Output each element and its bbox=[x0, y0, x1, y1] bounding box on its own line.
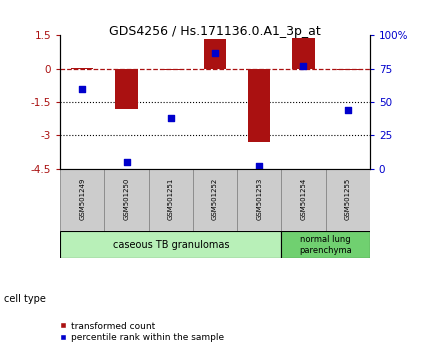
Bar bbox=[326, 169, 370, 231]
Point bbox=[256, 163, 263, 169]
Text: normal lung
parenchyma: normal lung parenchyma bbox=[299, 235, 352, 255]
Bar bbox=[281, 231, 370, 258]
Bar bbox=[281, 169, 326, 231]
Bar bbox=[193, 169, 237, 231]
Bar bbox=[248, 69, 270, 142]
Point bbox=[300, 63, 307, 69]
Bar bbox=[204, 39, 226, 69]
Bar bbox=[60, 169, 104, 231]
Bar bbox=[71, 68, 93, 69]
Legend: transformed count, percentile rank within the sample: transformed count, percentile rank withi… bbox=[56, 318, 227, 346]
Point bbox=[212, 50, 218, 56]
Text: GSM501249: GSM501249 bbox=[79, 178, 85, 220]
Bar bbox=[160, 69, 182, 70]
Bar bbox=[116, 69, 138, 109]
Bar bbox=[237, 169, 281, 231]
Bar bbox=[292, 38, 314, 69]
Point bbox=[123, 159, 130, 165]
Text: GSM501250: GSM501250 bbox=[123, 178, 129, 220]
Point bbox=[344, 107, 351, 113]
Text: GSM501255: GSM501255 bbox=[345, 178, 351, 220]
Text: GSM501254: GSM501254 bbox=[301, 178, 307, 220]
Bar bbox=[60, 231, 281, 258]
Point bbox=[167, 115, 174, 121]
Point bbox=[79, 86, 86, 92]
Text: caseous TB granulomas: caseous TB granulomas bbox=[113, 240, 229, 250]
Text: GDS4256 / Hs.171136.0.A1_3p_at: GDS4256 / Hs.171136.0.A1_3p_at bbox=[109, 25, 321, 38]
Text: GSM501251: GSM501251 bbox=[168, 178, 174, 220]
Text: GSM501253: GSM501253 bbox=[256, 178, 262, 220]
Bar bbox=[337, 69, 359, 70]
Bar bbox=[104, 169, 149, 231]
Text: cell type: cell type bbox=[4, 294, 46, 304]
Text: GSM501252: GSM501252 bbox=[212, 178, 218, 220]
Bar bbox=[149, 169, 193, 231]
